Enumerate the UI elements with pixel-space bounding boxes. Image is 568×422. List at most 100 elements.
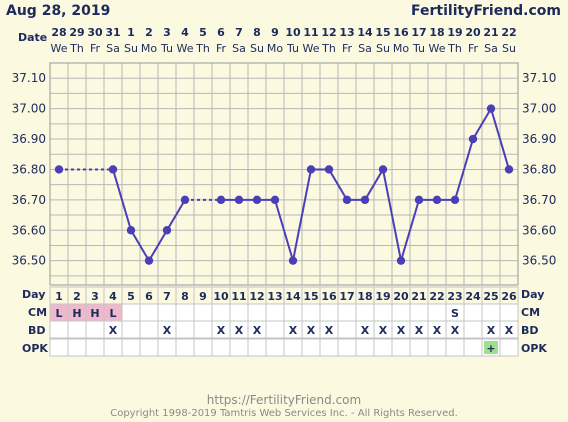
- bd-cell-value: X: [451, 324, 460, 337]
- weekday-label: We: [303, 42, 320, 55]
- opk-cell: [337, 338, 357, 357]
- temperature-segment: [364, 168, 384, 201]
- temperature-point[interactable]: [252, 195, 262, 205]
- weekday-label: Sa: [358, 42, 372, 55]
- opk-cell: [445, 338, 465, 357]
- date-label: 22: [501, 26, 516, 39]
- cm-cell: [229, 303, 249, 322]
- temperature-point[interactable]: [504, 165, 514, 174]
- temperature-point[interactable]: [342, 195, 352, 205]
- opk-cell: [193, 338, 213, 357]
- day-cell-value: 20: [393, 290, 409, 303]
- temperature-point[interactable]: [324, 165, 334, 174]
- temperature-point[interactable]: [108, 165, 118, 174]
- day-cell-value: 14: [285, 290, 301, 303]
- temperature-point[interactable]: [360, 195, 370, 205]
- day-cell-value: 23: [447, 290, 462, 303]
- temperature-point[interactable]: [216, 195, 226, 205]
- temperature-point[interactable]: [396, 256, 406, 265]
- temperature-point[interactable]: [432, 195, 442, 205]
- day-cell-value: 11: [231, 290, 246, 303]
- temperature-point[interactable]: [144, 256, 154, 265]
- bd-cell-value: X: [235, 324, 244, 337]
- temperature-segment: [166, 199, 186, 231]
- y-tick-label-right: 36.70: [522, 193, 556, 207]
- temperature-point[interactable]: [378, 165, 388, 174]
- y-tick-label-left: 36.80: [12, 162, 46, 176]
- date-label: 8: [253, 26, 261, 39]
- y-tick-label-right: 36.60: [522, 223, 556, 237]
- date-label: 11: [303, 26, 318, 39]
- footer-copyright: Copyright 1998-2019 Tamtris Web Services…: [110, 408, 458, 419]
- cm-cell: [193, 303, 213, 322]
- weekday-label: Su: [502, 42, 516, 55]
- cm-cell: [211, 303, 231, 322]
- date-label: 18: [429, 26, 444, 39]
- footer-url[interactable]: https://FertilityFriend.com: [207, 393, 361, 407]
- day-cell-value: 13: [267, 290, 282, 303]
- day-cell-value: 22: [429, 290, 444, 303]
- temperature-point[interactable]: [468, 134, 478, 144]
- bd-cell: [463, 320, 483, 339]
- cm-cell-value: L: [55, 307, 62, 320]
- bd-cell-value: X: [163, 324, 172, 337]
- cm-cell: [409, 303, 429, 322]
- weekday-label: Su: [124, 42, 138, 55]
- temperature-point[interactable]: [54, 165, 64, 174]
- date-label: 1: [127, 26, 135, 39]
- day-cell-value: 18: [357, 290, 372, 303]
- weekday-label: Sa: [232, 42, 246, 55]
- opk-row-label-right: OPK: [521, 342, 547, 355]
- temperature-point[interactable]: [126, 226, 136, 235]
- day-cell-value: 19: [375, 290, 390, 303]
- y-tick-label-left: 36.70: [12, 193, 46, 207]
- date-label: 14: [357, 26, 373, 39]
- weekday-label: Mo: [267, 42, 283, 55]
- temperature-point[interactable]: [450, 195, 460, 205]
- opk-cell: [391, 338, 411, 357]
- weekday-label: Sa: [484, 42, 498, 55]
- cm-cell: [463, 303, 483, 322]
- temperature-point[interactable]: [306, 165, 316, 174]
- temperature-point[interactable]: [414, 195, 424, 205]
- cm-cell: [337, 303, 357, 322]
- weekday-label: Su: [250, 42, 264, 55]
- temperature-point[interactable]: [234, 195, 244, 205]
- day-cell-value: 16: [321, 290, 337, 303]
- day-cell-value: 5: [127, 290, 135, 303]
- y-tick-label-right: 37.00: [522, 102, 556, 116]
- cm-cell: [265, 303, 285, 322]
- temperature-segment: [328, 168, 348, 201]
- bd-row-label-left: BD: [28, 324, 46, 337]
- cm-cell: [283, 303, 303, 322]
- opk-cell: [499, 338, 519, 357]
- opk-row-label-left: OPK: [22, 342, 48, 355]
- opk-cell: [247, 338, 267, 357]
- temperature-point[interactable]: [288, 256, 298, 265]
- day-cell-value: 12: [249, 290, 264, 303]
- opk-cell: [229, 338, 249, 357]
- bd-cell-value: X: [505, 324, 514, 337]
- temperature-point[interactable]: [270, 195, 280, 205]
- cm-cell: [499, 303, 519, 322]
- opk-cell: [49, 338, 69, 357]
- bd-cell-value: X: [487, 324, 496, 337]
- y-tick-label-left: 36.60: [12, 223, 46, 237]
- bd-cell: [139, 320, 159, 339]
- day-cell-value: 17: [339, 290, 354, 303]
- y-tick-label-left: 37.10: [12, 71, 46, 85]
- opk-cell: [103, 338, 123, 357]
- opk-cell: [175, 338, 195, 357]
- day-cell-value: 3: [91, 290, 99, 303]
- date-label: 21: [483, 26, 498, 39]
- temperature-segment: [292, 169, 312, 261]
- temperature-segment: [274, 199, 294, 261]
- day-row-label-left: Day: [22, 288, 45, 301]
- temperature-segment: [112, 169, 132, 231]
- bd-cell-value: X: [289, 324, 298, 337]
- temperature-point[interactable]: [486, 104, 496, 113]
- temperature-point[interactable]: [180, 195, 190, 205]
- date-label: 19: [447, 26, 462, 39]
- day-cell-value: 25: [483, 290, 498, 303]
- temperature-point[interactable]: [162, 226, 172, 235]
